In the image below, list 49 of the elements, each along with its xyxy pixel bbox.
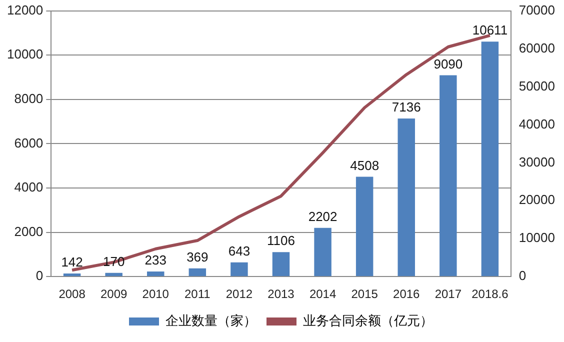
- bar: [147, 271, 164, 276]
- data-label: 369: [186, 250, 208, 265]
- x-tick-label: 2015: [351, 287, 378, 302]
- x-tick-label: 2010: [142, 287, 170, 302]
- x-tick-label: 2013: [268, 287, 295, 302]
- y-tick-label: 12000: [6, 2, 44, 18]
- bar: [481, 42, 499, 276]
- y2-tick-label: 40000: [518, 116, 556, 132]
- bar: [398, 118, 415, 276]
- x-tick-label: 2011: [184, 287, 211, 302]
- x-tick-label: 2014: [309, 287, 336, 302]
- y-tick-label: 4000: [14, 180, 44, 195]
- y-tick-label: 8000: [14, 90, 44, 106]
- bar: [440, 75, 457, 276]
- data-label: 142: [61, 254, 83, 270]
- y2-tick-label: 50000: [518, 78, 556, 94]
- y2-tick-label: 0: [518, 268, 526, 284]
- legend-label: 企业数量（家）: [166, 313, 256, 328]
- y2-tick-label: 70000: [518, 2, 556, 18]
- bar: [63, 273, 81, 276]
- bar: [105, 272, 122, 276]
- bar: [188, 268, 206, 276]
- data-label: 643: [228, 243, 250, 258]
- bar: [230, 262, 248, 276]
- data-label: 233: [144, 252, 166, 268]
- bar: [272, 252, 290, 276]
- x-tick-label: 2009: [100, 287, 128, 302]
- bar: [314, 228, 332, 276]
- y2-tick-label: 10000: [518, 230, 556, 246]
- y2-tick-label: 60000: [518, 40, 556, 56]
- data-label: 2202: [308, 208, 338, 224]
- y-tick-label: 10000: [6, 46, 44, 62]
- y-tick-label: 6000: [14, 135, 44, 150]
- x-tick-label: 2017: [434, 287, 462, 302]
- data-label: 10611: [472, 22, 508, 38]
- legend-label: 业务合同余额（亿元）: [303, 313, 433, 328]
- y-tick-label: 0: [36, 268, 44, 284]
- x-tick-label: 2018.6: [472, 287, 509, 302]
- data-label: 4508: [350, 158, 380, 173]
- bar: [356, 176, 374, 276]
- data-label: 1106: [267, 233, 295, 248]
- y-tick-label: 2000: [14, 224, 44, 239]
- y2-tick-label: 30000: [518, 154, 556, 170]
- y2-tick-label: 20000: [518, 192, 556, 208]
- x-tick-label: 2016: [393, 287, 420, 302]
- x-tick-label: 2008: [58, 287, 86, 302]
- data-label: 7136: [392, 100, 421, 115]
- data-label: 9090: [434, 56, 463, 72]
- x-tick-label: 2012: [226, 287, 253, 302]
